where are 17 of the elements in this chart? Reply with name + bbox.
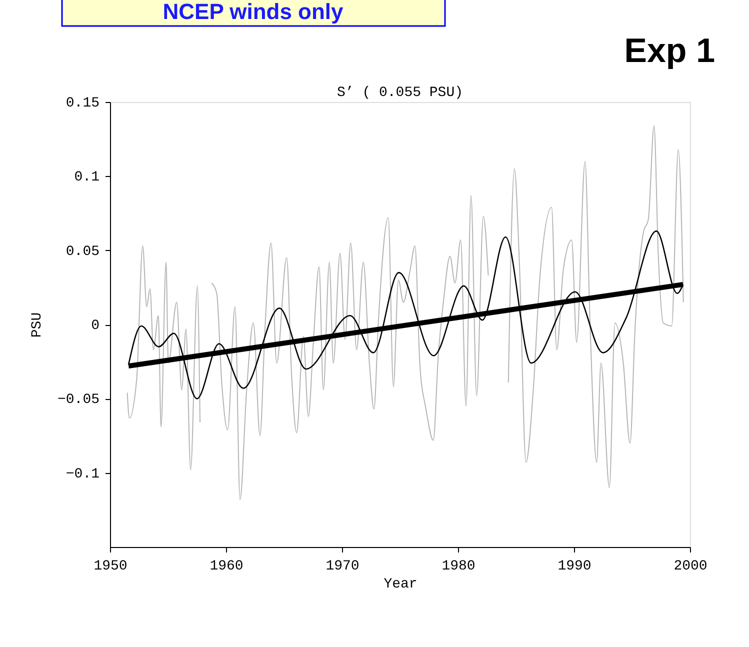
x-tick-label: 2000 <box>674 558 708 574</box>
x-tick-label: 1990 <box>558 558 592 574</box>
y-tick-label: 0 <box>91 318 100 334</box>
x-tick-label: 1980 <box>442 558 476 574</box>
y-tick-label: −0.05 <box>57 392 100 408</box>
x-tick-label: 1960 <box>210 558 244 574</box>
y-tick-label: 0.1 <box>74 170 100 186</box>
y-tick-label: −0.1 <box>66 466 100 482</box>
y-axis-title: PSU <box>29 312 46 338</box>
text: Exp 1 <box>624 32 715 70</box>
chart-title: S’ ( 0.055 PSU) <box>336 85 464 101</box>
x-axis-title: Year <box>384 576 418 592</box>
x-tick-label: 1970 <box>326 558 360 574</box>
text: NCEP winds only <box>162 0 344 24</box>
x-tick-label: 1950 <box>94 558 128 574</box>
y-tick-label: 0.05 <box>66 244 100 260</box>
y-tick-label: 0.15 <box>66 96 100 112</box>
